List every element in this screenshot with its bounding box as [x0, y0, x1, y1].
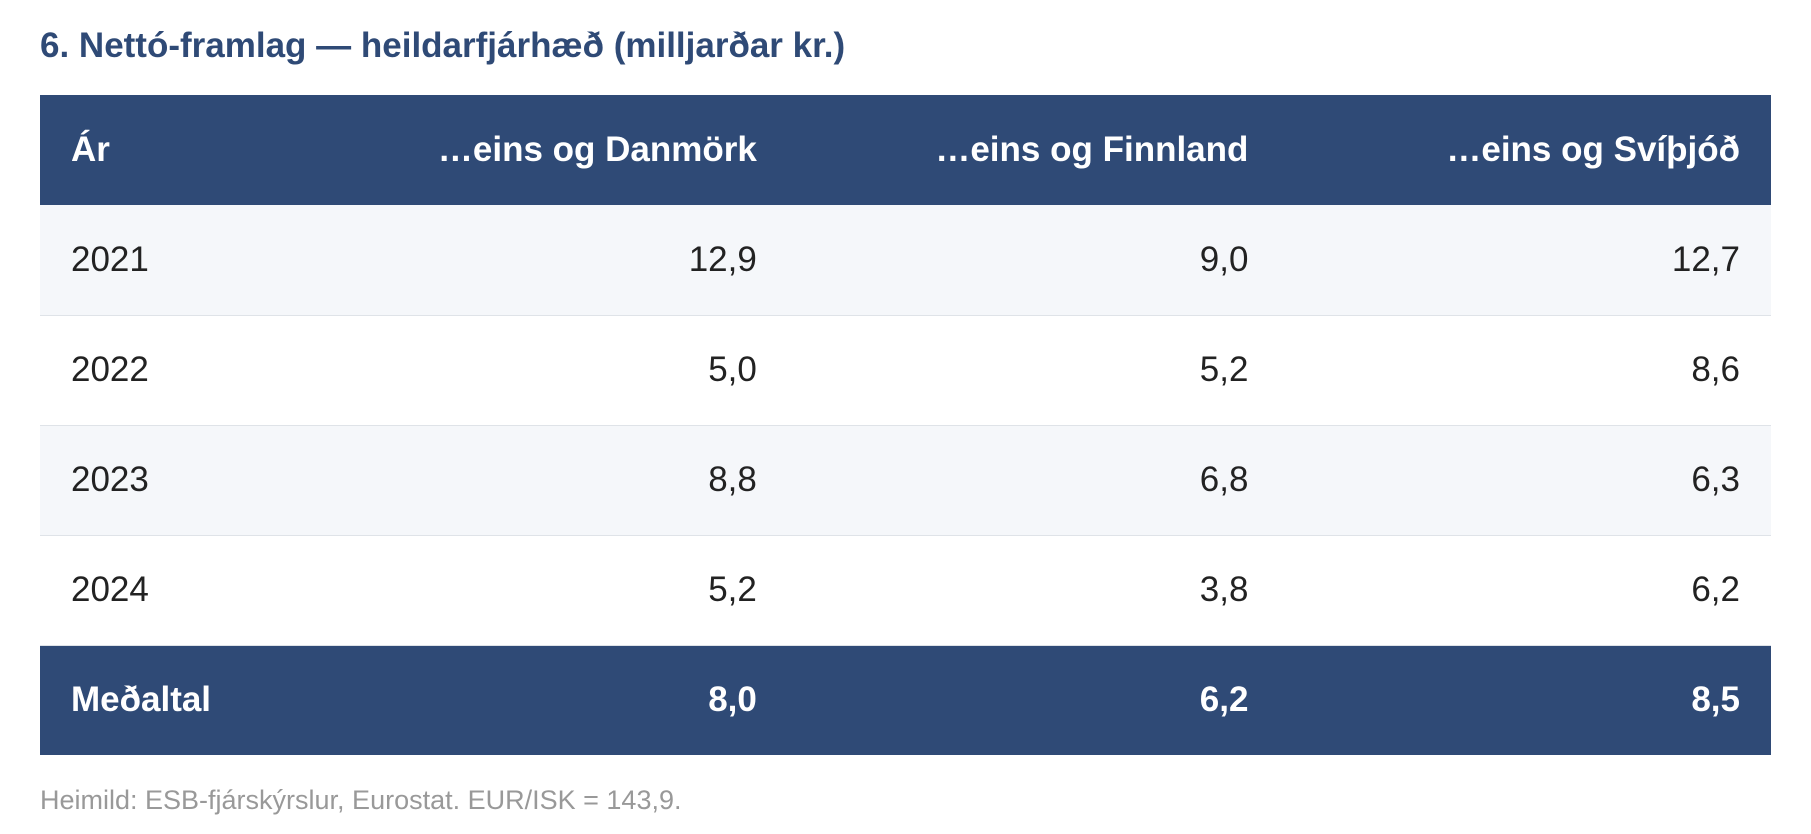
denmark-value-cell: 8,8	[296, 425, 788, 536]
year-cell: 2023	[40, 425, 297, 536]
year-cell: 2022	[40, 315, 297, 426]
year-cell: 2024	[40, 535, 297, 646]
column-header-sweden: …eins og Svíþjóð	[1279, 95, 1771, 205]
denmark-value-cell: 12,9	[296, 205, 788, 316]
finland-average-cell: 6,2	[787, 645, 1280, 755]
average-label: Meðaltal	[40, 645, 297, 755]
sweden-value-cell: 12,7	[1279, 205, 1771, 316]
finland-value-cell: 5,2	[787, 315, 1280, 426]
sweden-average-cell: 8,5	[1279, 645, 1771, 755]
denmark-average-cell: 8,0	[296, 645, 788, 755]
source-footnote: Heimild: ESB-fjárskýrslur, Eurostat. EUR…	[40, 785, 682, 815]
finland-value-cell: 3,8	[787, 535, 1280, 646]
table-row: 2023 8,8 6,8 6,3	[40, 425, 1771, 536]
year-cell: 2021	[40, 205, 297, 316]
sweden-value-cell: 6,2	[1279, 535, 1771, 646]
table-row: 2021 12,9 9,0 12,7	[40, 205, 1771, 316]
column-header-denmark: …eins og Danmörk	[296, 95, 788, 205]
finland-value-cell: 6,8	[787, 425, 1280, 536]
denmark-value-cell: 5,0	[296, 315, 788, 426]
denmark-value-cell: 5,2	[296, 535, 788, 646]
sweden-value-cell: 8,6	[1279, 315, 1771, 426]
column-header-finland: …eins og Finnland	[787, 95, 1280, 205]
table-header-row: Ár …eins og Danmörk …eins og Finnland …e…	[40, 95, 1771, 205]
sweden-value-cell: 6,3	[1279, 425, 1771, 536]
column-header-year: Ár	[40, 95, 297, 205]
table-row: 2022 5,0 5,2 8,6	[40, 315, 1771, 426]
table-row: 2024 5,2 3,8 6,2	[40, 535, 1771, 646]
net-contribution-table: Ár …eins og Danmörk …eins og Finnland …e…	[40, 95, 1771, 755]
finland-value-cell: 9,0	[787, 205, 1280, 316]
table-footer-row: Meðaltal 8,0 6,2 8,5	[40, 645, 1771, 755]
page-title: 6. Nettó-framlag — heildarfjárhæð (millj…	[40, 26, 846, 65]
